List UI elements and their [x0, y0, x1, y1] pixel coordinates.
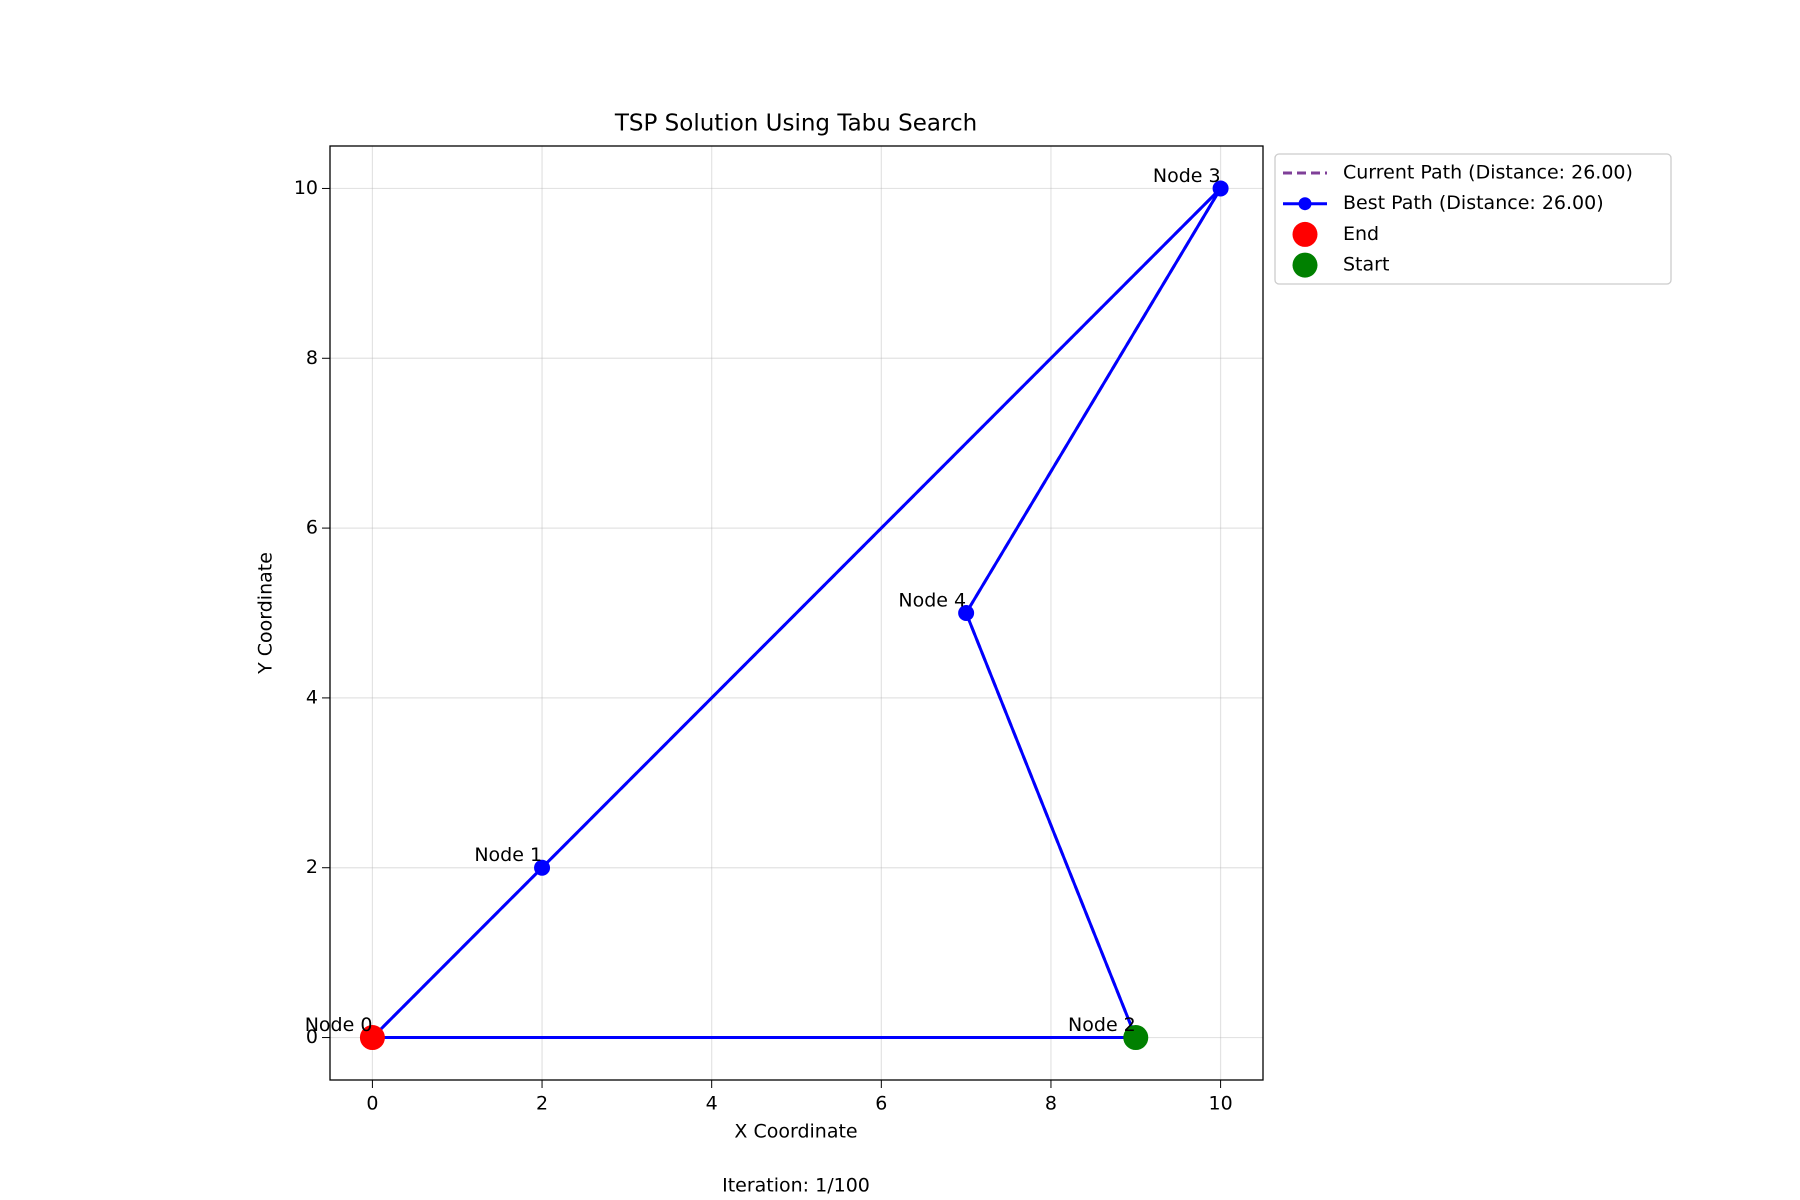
y-tick-label: 6 [306, 517, 318, 539]
y-axis-label: Y Coordinate [255, 552, 277, 675]
y-tick-label: 10 [294, 177, 318, 199]
y-tick-label: 2 [306, 856, 318, 878]
legend: Current Path (Distance: 26.00) Best Path … [1274, 153, 1672, 285]
point-marker [958, 605, 975, 621]
x-tick-label: 6 [875, 1093, 887, 1115]
legend-label: Start [1343, 254, 1389, 276]
legend-box [1274, 153, 1672, 285]
x-tick-label: 10 [1208, 1093, 1232, 1115]
legend-label: Best Path (Distance: 26.00) [1343, 192, 1604, 214]
legend-marker [1298, 197, 1312, 211]
chart-title: TSP Solution Using Tabu Search [614, 111, 977, 137]
x-axis-label: X Coordinate [734, 1121, 857, 1143]
y-tick-label: 4 [306, 686, 318, 708]
legend-label: End [1343, 223, 1379, 245]
point-marker [534, 859, 551, 876]
point-marker [359, 1025, 385, 1051]
x-tick-label: 8 [1045, 1093, 1057, 1115]
node-label: Node 0 [305, 1014, 373, 1036]
path-line [370, 186, 1223, 1040]
legend-marker [1292, 252, 1318, 278]
x-tick-label: 4 [706, 1093, 718, 1115]
y-tick-label: 0 [306, 1026, 318, 1048]
legend-marker [1292, 221, 1318, 247]
legend-label: Current Path (Distance: 26.00) [1343, 162, 1633, 184]
footer-text: Iteration: 1/100 [722, 1175, 870, 1197]
x-tick-label: 0 [366, 1093, 378, 1115]
node-label: Node 3 [1153, 165, 1221, 187]
node-label: Node 1 [474, 844, 542, 866]
point-marker [1123, 1025, 1149, 1051]
point-marker [1212, 180, 1229, 197]
node-label: Node 4 [898, 590, 966, 612]
node-label: Node 2 [1068, 1014, 1136, 1036]
plot-frame [329, 145, 1264, 1081]
y-tick-label: 8 [306, 347, 318, 369]
x-tick-label: 2 [536, 1093, 548, 1115]
